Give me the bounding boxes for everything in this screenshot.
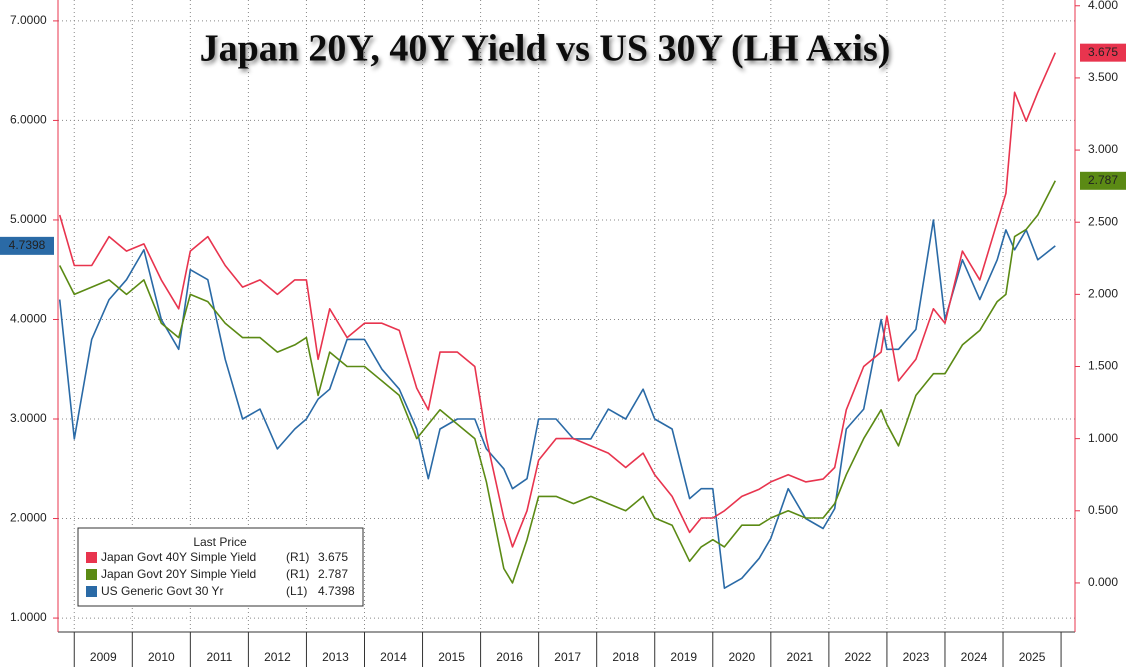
y2-tick-label: 1.000 (1088, 431, 1118, 445)
x-tick-label: 2017 (554, 650, 581, 664)
legend-swatch (86, 569, 97, 580)
y-tick-label: 7.0000 (10, 13, 47, 27)
x-tick-label: 2014 (380, 650, 407, 664)
last-value-tag (0, 236, 54, 255)
x-tick-label: 2012 (264, 650, 291, 664)
legend-box (77, 527, 364, 607)
series-line (58, 180, 1057, 584)
legend-axis: (R1) (286, 550, 309, 564)
x-tick-label: 2021 (787, 650, 814, 664)
x-tick-label: 2011 (206, 650, 232, 664)
legend-axis: (R1) (286, 567, 309, 581)
y-tick-label: 4.0000 (10, 312, 47, 326)
legend-title: Last Price (193, 535, 247, 549)
x-tick-label: 2009 (90, 650, 117, 664)
y2-tick-label: 1.500 (1088, 359, 1118, 373)
x-tick-label: 2022 (845, 650, 872, 664)
y-tick-label: 3.0000 (10, 411, 47, 425)
x-tick-label: 2016 (496, 650, 523, 664)
x-tick-label: 2023 (903, 650, 930, 664)
legend-swatch (86, 552, 97, 563)
last-value-tag (1080, 43, 1126, 62)
y2-tick-label: 0.000 (1088, 575, 1118, 589)
y2-tick-label: 3.500 (1088, 70, 1118, 84)
legend-label: Japan Govt 40Y Simple Yield (101, 550, 256, 564)
last-value-label: 2.787 (1088, 173, 1118, 187)
legend-value: 2.787 (318, 567, 348, 581)
series-line (58, 52, 1057, 548)
legend-axis: (L1) (286, 584, 307, 598)
chart-title: Japan 20Y, 40Y Yield vs US 30Y (LH Axis) (200, 28, 891, 70)
y-tick-label: 2.0000 (10, 511, 47, 525)
legend-value: 4.7398 (318, 584, 355, 598)
legend-label: Japan Govt 20Y Simple Yield (101, 567, 256, 581)
last-value-label: 4.7398 (9, 238, 46, 252)
legend-swatch (86, 586, 97, 597)
x-tick-label: 2013 (322, 650, 349, 664)
y-tick-label: 1.0000 (10, 610, 47, 624)
x-tick-label: 2020 (728, 650, 755, 664)
y2-tick-label: 3.000 (1088, 142, 1118, 156)
x-tick-label: 2025 (1019, 650, 1046, 664)
last-value-label: 3.675 (1088, 45, 1118, 59)
y2-tick-label: 2.000 (1088, 287, 1118, 301)
x-tick-label: 2024 (961, 650, 988, 664)
lines-layer (58, 52, 1057, 589)
y-tick-label: 5.0000 (10, 212, 47, 226)
legend: Last Price Japan Govt 40Y Simple Yield (R… (77, 527, 364, 607)
last-value-tag (1080, 171, 1126, 190)
x-tick-label: 2018 (612, 650, 639, 664)
legend-label: US Generic Govt 30 Yr (101, 584, 224, 598)
y2-tick-label: 2.500 (1088, 214, 1118, 228)
y2-tick-label: 0.500 (1088, 503, 1118, 517)
legend-value: 3.675 (318, 550, 348, 564)
x-tick-label: 2015 (438, 650, 465, 664)
grid-layer (58, 0, 1075, 632)
x-tick-label: 2010 (148, 650, 175, 664)
y2-tick-label: 4.000 (1088, 0, 1118, 12)
x-tick-label: 2019 (670, 650, 697, 664)
y-tick-label: 6.0000 (10, 113, 47, 127)
